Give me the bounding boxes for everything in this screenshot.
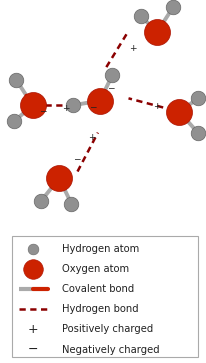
Text: +: + — [153, 102, 161, 111]
Point — [139, 13, 142, 19]
Text: Positively charged: Positively charged — [62, 325, 154, 334]
Text: −: − — [28, 343, 39, 356]
Text: +: + — [63, 104, 70, 113]
Point — [155, 29, 159, 35]
Text: −: − — [39, 106, 47, 115]
Text: +: + — [88, 133, 96, 142]
Text: −: − — [73, 154, 80, 163]
Point — [15, 77, 18, 83]
Point — [72, 102, 75, 108]
Point — [111, 73, 114, 78]
Text: −: − — [107, 83, 115, 93]
Point — [178, 109, 181, 115]
Point — [39, 198, 42, 204]
Text: Oxygen atom: Oxygen atom — [62, 264, 130, 274]
Text: Covalent bond: Covalent bond — [62, 284, 135, 294]
Point — [13, 118, 16, 124]
Point — [98, 98, 102, 103]
Text: Negatively charged: Negatively charged — [62, 344, 160, 355]
Point — [196, 95, 199, 101]
Text: +: + — [28, 323, 39, 336]
Text: +: + — [129, 44, 136, 53]
Point — [32, 246, 35, 252]
Text: Hydrogen bond: Hydrogen bond — [62, 305, 139, 314]
Point — [70, 201, 73, 207]
Point — [57, 175, 61, 181]
Text: −: − — [89, 102, 97, 111]
Point — [172, 4, 175, 10]
Text: Hydrogen atom: Hydrogen atom — [62, 244, 140, 254]
Point — [32, 266, 35, 272]
Point — [196, 130, 199, 135]
Point — [31, 102, 34, 108]
